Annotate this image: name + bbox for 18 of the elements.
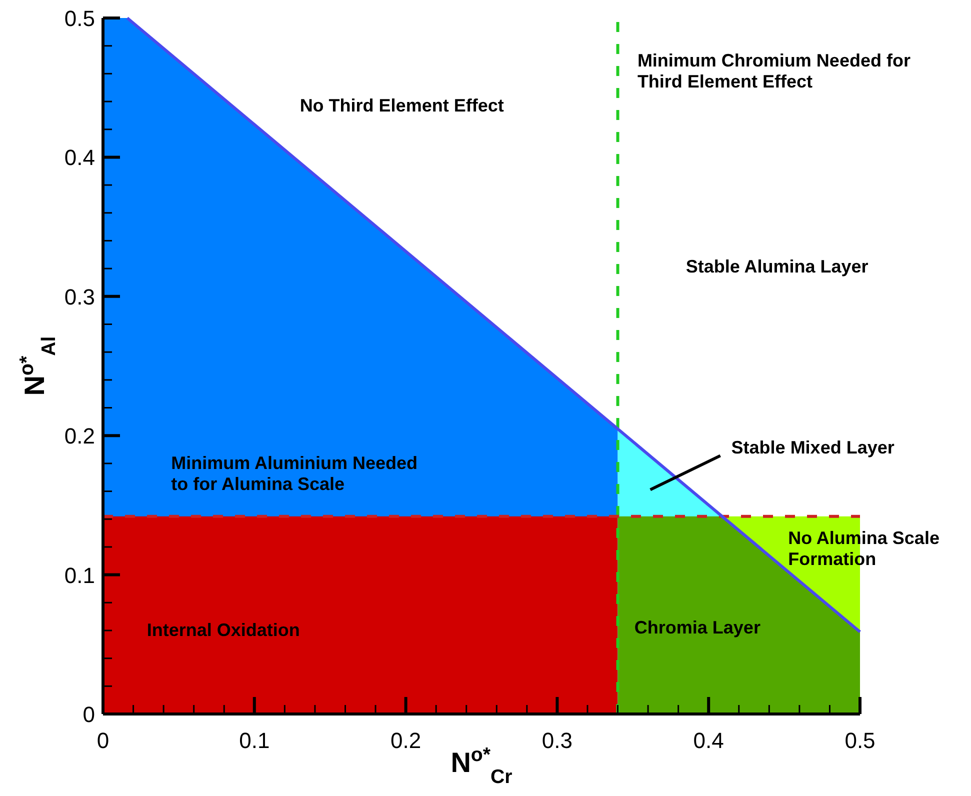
annotation: Minimum Aluminium Needed to for Alumina Scale [171, 453, 418, 494]
annotation: Stable Alumina Layer [686, 256, 868, 277]
y-tick-label: 0 [82, 702, 95, 727]
x-tick-label: 0.4 [693, 728, 724, 753]
annotation: No Third Element Effect [300, 95, 504, 116]
x-tick-label: 0.3 [542, 728, 572, 753]
annotation: Chromia Layer [634, 617, 760, 638]
y-tick-label: 0.5 [64, 6, 95, 31]
x-tick-label: 0.1 [239, 728, 270, 753]
annotation: Minimum Chromium Needed for Third Element Effect [637, 50, 910, 92]
annotation: Stable Mixed Layer [731, 438, 894, 458]
x-tick-label: 0.2 [390, 728, 422, 753]
x-tick-label: 0.5 [844, 728, 876, 753]
y-tick-label: 0.2 [64, 424, 95, 449]
y-tick-label: 0.1 [64, 562, 95, 588]
y-tick-label: 0.3 [64, 284, 95, 310]
annotation: Internal Oxidation [146, 620, 300, 640]
y-tick-label: 0.4 [64, 145, 95, 170]
